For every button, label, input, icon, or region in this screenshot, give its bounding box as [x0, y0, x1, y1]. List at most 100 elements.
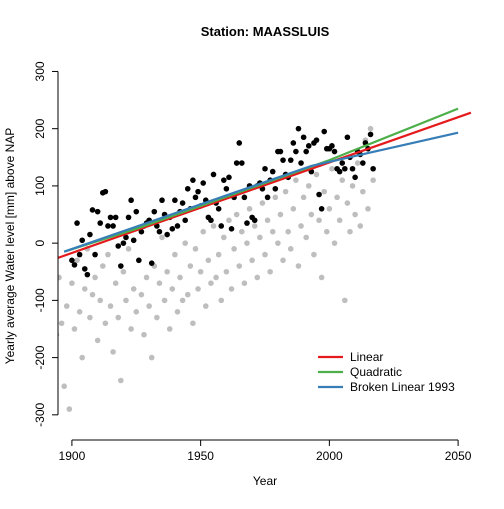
- point: [115, 314, 122, 321]
- point: [76, 309, 83, 315]
- trend-line: [58, 111, 472, 260]
- point: [102, 188, 109, 195]
- point: [365, 206, 371, 212]
- point: [177, 274, 183, 281]
- legend-label: Broken Linear 1993: [350, 380, 455, 394]
- point: [58, 274, 62, 281]
- point: [172, 197, 178, 204]
- point: [133, 208, 140, 215]
- point: [233, 211, 240, 218]
- y-tick-label: 200: [33, 118, 47, 138]
- point: [305, 183, 312, 189]
- x-axis-label: Year: [253, 474, 277, 488]
- point: [200, 228, 207, 235]
- point: [352, 211, 358, 218]
- point: [161, 297, 168, 304]
- point: [192, 246, 199, 252]
- point: [174, 223, 181, 229]
- point: [370, 177, 376, 183]
- point: [71, 262, 78, 268]
- point: [218, 297, 225, 304]
- point: [269, 168, 276, 175]
- point: [197, 268, 204, 275]
- point: [308, 211, 315, 218]
- point: [195, 188, 201, 195]
- point: [79, 237, 86, 244]
- point: [200, 180, 207, 186]
- point: [231, 246, 237, 252]
- point: [313, 171, 320, 178]
- point: [303, 234, 309, 241]
- point: [311, 251, 317, 258]
- point: [241, 280, 248, 287]
- plot-area: [58, 107, 472, 412]
- point: [339, 160, 346, 166]
- point: [251, 217, 258, 224]
- point: [164, 231, 170, 238]
- point: [118, 263, 124, 269]
- point: [63, 303, 70, 309]
- point: [342, 297, 348, 304]
- point: [208, 280, 214, 287]
- y-tick-label: 100: [33, 176, 47, 196]
- point: [105, 223, 111, 229]
- point: [120, 240, 127, 246]
- point: [130, 286, 137, 292]
- point: [74, 220, 80, 226]
- point: [349, 165, 356, 172]
- legend-label: Quadratic: [350, 365, 402, 379]
- point: [133, 309, 140, 315]
- point: [269, 228, 276, 235]
- point: [115, 243, 122, 249]
- point: [87, 231, 93, 238]
- point: [323, 228, 330, 235]
- point: [267, 268, 273, 275]
- point: [154, 314, 160, 321]
- point: [290, 140, 297, 146]
- point: [321, 128, 328, 135]
- point: [89, 207, 96, 213]
- point: [329, 165, 335, 172]
- point: [367, 131, 374, 138]
- point: [254, 274, 261, 281]
- legend-label: Linear: [350, 350, 383, 364]
- point: [300, 134, 307, 141]
- point: [331, 240, 338, 246]
- point: [87, 314, 93, 321]
- point: [110, 223, 116, 229]
- point: [81, 286, 88, 292]
- point: [303, 148, 309, 155]
- point: [210, 171, 217, 178]
- point: [151, 208, 158, 215]
- point: [208, 217, 214, 224]
- point: [218, 223, 225, 229]
- y-tick-label: -200: [33, 345, 47, 369]
- point: [239, 228, 245, 235]
- point: [164, 268, 170, 275]
- point: [215, 251, 222, 258]
- point: [272, 185, 279, 192]
- point: [92, 251, 98, 258]
- point: [275, 240, 281, 246]
- x-tick-label: 2050: [445, 449, 472, 463]
- point: [357, 223, 364, 229]
- point: [321, 188, 328, 195]
- point: [190, 177, 196, 183]
- point: [130, 237, 137, 244]
- point: [336, 217, 343, 224]
- y-tick-label: 300: [33, 61, 47, 81]
- point: [69, 257, 75, 264]
- point: [156, 228, 163, 235]
- point: [257, 234, 263, 241]
- point: [331, 148, 338, 155]
- y-tick-label: -100: [33, 288, 47, 312]
- point: [295, 263, 302, 269]
- point: [326, 206, 333, 212]
- point: [318, 274, 325, 281]
- point: [344, 200, 351, 206]
- point: [92, 274, 98, 281]
- point: [293, 148, 299, 155]
- x-tick-label: 2000: [316, 449, 343, 463]
- point: [221, 234, 227, 241]
